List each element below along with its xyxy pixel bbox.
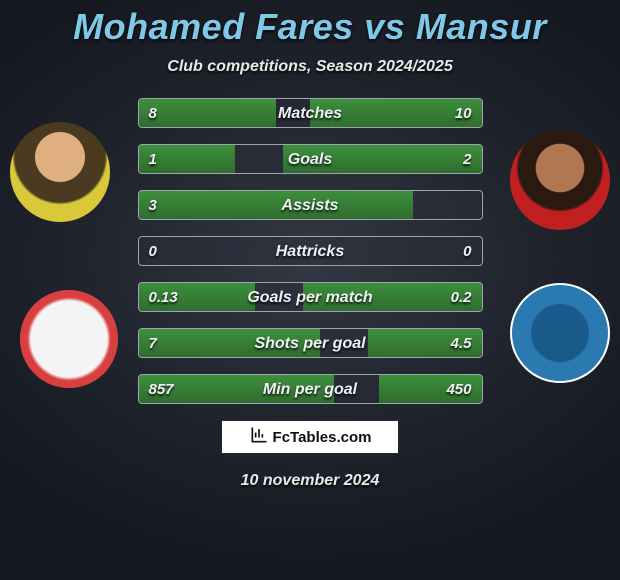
stat-value-right: 10 <box>445 99 482 128</box>
stat-label: Assists <box>139 191 482 220</box>
stat-label: Hattricks <box>139 237 482 266</box>
stat-label: Goals per match <box>139 283 482 312</box>
player-right-avatar <box>510 130 610 230</box>
page-title: Mohamed Fares vs Mansur <box>0 0 620 48</box>
page-subtitle: Club competitions, Season 2024/2025 <box>0 58 620 76</box>
stat-row: 857 Min per goal 450 <box>138 374 483 404</box>
stat-value-right: 0 <box>453 237 481 266</box>
date-label: 10 november 2024 <box>0 472 620 490</box>
stat-value-right: 0.2 <box>441 283 482 312</box>
stat-label: Matches <box>139 99 482 128</box>
club-right-crest <box>510 283 610 383</box>
stat-value-right: 2 <box>453 145 481 174</box>
brand-label: FcTables.com <box>273 429 372 446</box>
stat-label: Goals <box>139 145 482 174</box>
stat-row: 7 Shots per goal 4.5 <box>138 328 483 358</box>
player-left-avatar <box>10 122 110 222</box>
club-left-crest <box>20 290 118 388</box>
stat-row: 0.13 Goals per match 0.2 <box>138 282 483 312</box>
stat-value-right: 450 <box>436 375 481 404</box>
stats-container: 8 Matches 10 1 Goals 2 3 Assists 0 Hattr… <box>138 98 483 404</box>
chart-icon <box>249 425 269 449</box>
stat-row: 3 Assists <box>138 190 483 220</box>
stat-label: Min per goal <box>139 375 482 404</box>
brand-box[interactable]: FcTables.com <box>221 420 399 454</box>
stat-row: 0 Hattricks 0 <box>138 236 483 266</box>
stat-label: Shots per goal <box>139 329 482 358</box>
stat-row: 8 Matches 10 <box>138 98 483 128</box>
stat-row: 1 Goals 2 <box>138 144 483 174</box>
stat-value-right: 4.5 <box>441 329 482 358</box>
